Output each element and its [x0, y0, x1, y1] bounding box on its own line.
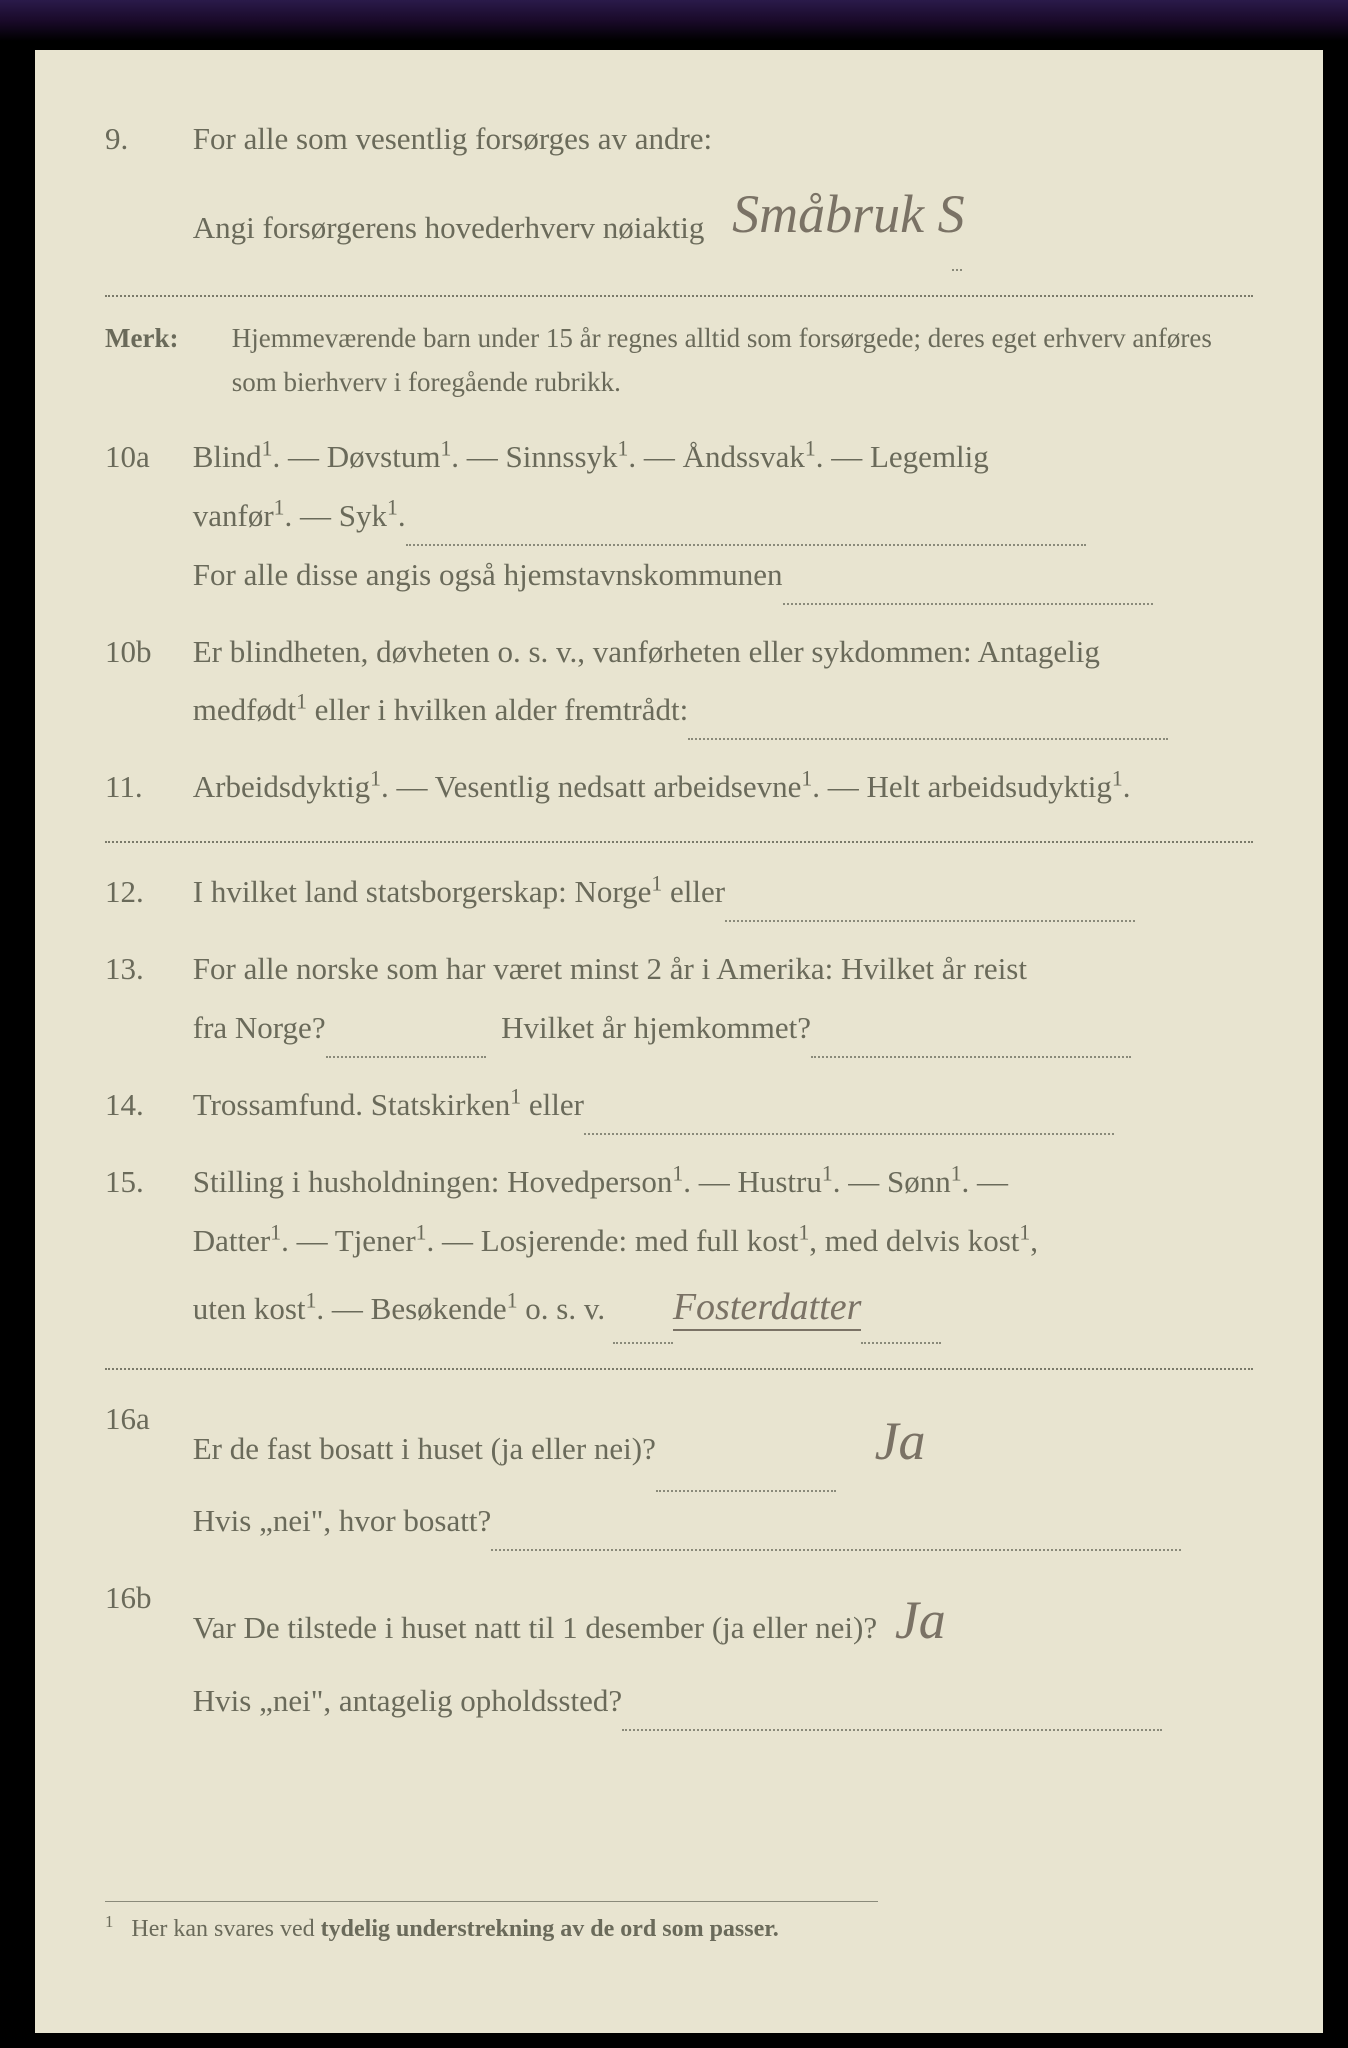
question-9: 9. For alle som vesentlig forsørges av a…	[105, 110, 1253, 271]
q16a-body: Er de fast bosatt i huset (ja eller nei)…	[193, 1390, 1251, 1551]
footnote-bold: tydelig understrekning av de ord som pas…	[321, 1916, 779, 1942]
q9-body: For alle som vesentlig forsørges av andr…	[193, 110, 1251, 271]
q13-number: 13.	[105, 940, 185, 999]
q15-handwritten: Fosterdatter	[673, 1286, 862, 1331]
q16b-body: Var De tilstede i huset natt til 1 desem…	[193, 1569, 1251, 1730]
q16b-number: 16b	[105, 1569, 185, 1628]
question-14: 14. Trossamfund. Statskirken1 eller	[105, 1076, 1253, 1135]
question-11: 11. Arbeidsdyktig1. — Vesentlig nedsatt …	[105, 758, 1253, 817]
q16a-number: 16a	[105, 1390, 185, 1449]
q16b-handwritten: Ja	[895, 1590, 946, 1650]
q14-fill	[584, 1107, 1114, 1135]
question-13: 13. For alle norske som har været minst …	[105, 940, 1253, 1058]
q14-number: 14.	[105, 1076, 185, 1135]
q15-number: 15.	[105, 1153, 185, 1212]
rule-1	[105, 295, 1253, 297]
rule-3	[105, 1368, 1253, 1370]
question-12: 12. I hvilket land statsborgerskap: Norg…	[105, 863, 1253, 922]
q11-body: Arbeidsdyktig1. — Vesentlig nedsatt arbe…	[193, 758, 1251, 817]
q9-line1: For alle som vesentlig forsørges av andr…	[193, 121, 712, 156]
q16a-fill-2	[491, 1523, 1181, 1551]
footnote-marker: 1	[105, 1912, 113, 1931]
q15-fill	[861, 1316, 941, 1344]
q10a-body: Blind1. — Døvstum1. — Sinnssyk1. — Åndss…	[193, 428, 1251, 605]
question-10b: 10b Er blindheten, døvheten o. s. v., va…	[105, 623, 1253, 741]
q10a-fill-1	[406, 518, 1086, 546]
q10a-number: 10a	[105, 428, 185, 487]
question-15: 15. Stilling i husholdningen: Hovedperso…	[105, 1153, 1253, 1344]
q13-body: For alle norske som har været minst 2 år…	[193, 940, 1251, 1058]
q9-number: 9.	[105, 110, 185, 169]
q12-fill	[725, 894, 1135, 922]
footnote-text-a: Her kan svares ved	[131, 1916, 320, 1942]
q13-fill-1	[326, 1030, 486, 1058]
question-16b: 16b Var De tilstede i huset natt til 1 d…	[105, 1569, 1253, 1730]
q16a-fill-1	[656, 1464, 836, 1492]
q12-body: I hvilket land statsborgerskap: Norge1 e…	[193, 863, 1251, 922]
q9-handwritten: Småbruk S	[732, 184, 964, 244]
q10b-fill	[688, 712, 1168, 740]
question-10a: 10a Blind1. — Døvstum1. — Sinnssyk1. — Å…	[105, 428, 1253, 605]
question-16a: 16a Er de fast bosatt i huset (ja eller …	[105, 1390, 1253, 1551]
merk-text: Hjemmeværende barn under 15 år regnes al…	[232, 317, 1250, 403]
q10b-number: 10b	[105, 623, 185, 682]
q10a-fill-2	[783, 577, 1153, 605]
q11-number: 11.	[105, 758, 185, 817]
q13-fill-2	[811, 1030, 1131, 1058]
form-page: 9. For alle som vesentlig forsørges av a…	[35, 50, 1323, 2033]
q14-body: Trossamfund. Statskirken1 eller	[193, 1076, 1251, 1135]
q16a-handwritten: Ja	[875, 1411, 926, 1471]
footnote: 1 Her kan svares ved tydelig understrekn…	[105, 1901, 878, 1943]
q9-fill-line	[952, 244, 962, 272]
merk-note: Merk: Hjemmeværende barn under 15 år reg…	[105, 317, 1253, 403]
q15-body: Stilling i husholdningen: Hovedperson1. …	[193, 1153, 1251, 1344]
q10b-body: Er blindheten, døvheten o. s. v., vanfør…	[193, 623, 1251, 741]
q16b-fill	[622, 1703, 1162, 1731]
rule-2	[105, 841, 1253, 843]
merk-label: Merk:	[105, 317, 225, 360]
q12-number: 12.	[105, 863, 185, 922]
q9-line2-prefix: Angi forsørgerens hovederhverv nøiaktig	[193, 210, 705, 245]
